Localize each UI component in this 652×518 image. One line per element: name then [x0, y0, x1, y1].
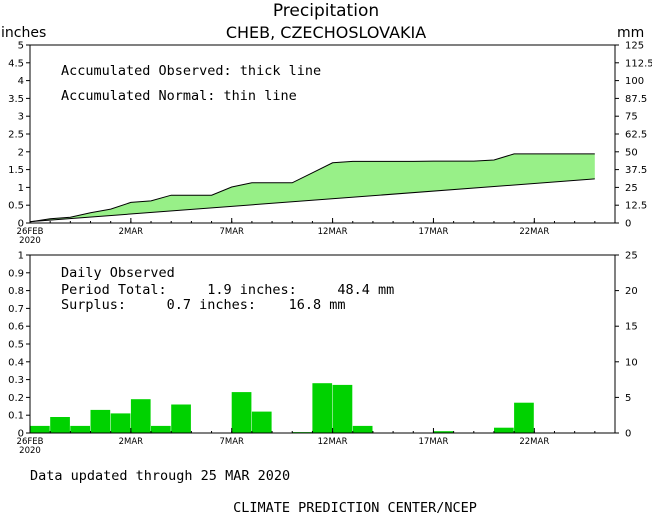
- y-tick-label-right: 37.5: [625, 165, 647, 176]
- y-tick-label-right: 20: [625, 286, 638, 297]
- x-tick-label: 17MAR: [419, 437, 449, 447]
- right-unit-label: mm: [617, 25, 644, 41]
- y-tick-label-left: 0.4: [8, 357, 24, 368]
- chart-title: Precipitation: [273, 1, 379, 21]
- y-tick-label-right: 12.5: [625, 201, 647, 212]
- y-tick-label-right: 0: [625, 219, 631, 230]
- surplus: Surplus: 0.7 inches: 16.8 mm: [61, 297, 345, 313]
- y-tick-label-right: 5: [625, 393, 631, 404]
- daily-bar: [90, 409, 111, 433]
- period-total: Period Total: 1.9 inches: 48.4 mm: [61, 282, 394, 298]
- y-tick-label-left: 4: [18, 76, 24, 87]
- y-tick-label-left: 3: [18, 112, 24, 123]
- y-tick-label-left: 0.6: [8, 322, 24, 333]
- x-tick-label: 17MAR: [419, 227, 449, 237]
- y-tick-label-left: 1: [18, 251, 24, 262]
- daily-bar: [30, 425, 50, 433]
- y-tick-label-left: 5: [18, 41, 24, 52]
- daily-panel: 00.10.20.30.40.50.60.70.80.9105101520252…: [8, 251, 638, 457]
- daily-bar-layer: [30, 383, 534, 433]
- accumulated-area-layer: [30, 153, 595, 222]
- y-tick-label-right: 15: [625, 322, 638, 333]
- x-tick-year: 2020: [19, 446, 41, 456]
- chart-subtitle: CHEB, CZECHOSLOVAKIA: [226, 23, 426, 42]
- daily-bar: [50, 417, 70, 433]
- y-tick-label-left: 1.5: [8, 165, 24, 176]
- daily-bar: [130, 399, 151, 433]
- y-tick-label-right: 10: [625, 357, 638, 368]
- y-tick-label-right: 25: [625, 251, 638, 262]
- daily-bar: [231, 392, 252, 433]
- y-tick-label-left: 0.9: [8, 268, 24, 279]
- observed-vs-normal-area: [30, 153, 595, 222]
- y-tick-label-left: 0.3: [8, 375, 24, 386]
- footer-credit: CLIMATE PREDICTION CENTER/NCEP: [233, 500, 477, 516]
- daily-bar: [352, 425, 373, 433]
- daily-bar: [433, 431, 454, 433]
- x-tick-label: 7MAR: [219, 437, 244, 447]
- y-tick-label-left: 2: [18, 147, 24, 158]
- daily-heading: Daily Observed: [61, 265, 175, 281]
- x-tick-label: 26FEB: [17, 437, 44, 447]
- y-tick-label-right: 50: [625, 147, 638, 158]
- y-tick-label-right: 112.5: [625, 58, 652, 69]
- daily-bar: [332, 384, 353, 433]
- bottom-axes: 00.10.20.30.40.50.60.70.80.9105101520252…: [8, 251, 638, 457]
- y-tick-label-right: 25: [625, 183, 638, 194]
- left-unit-label: inches: [1, 25, 46, 41]
- daily-bar: [251, 411, 272, 433]
- legend-normal: Accumulated Normal: thin line: [61, 88, 297, 104]
- data-updated: Data updated through 25 MAR 2020: [30, 468, 290, 484]
- y-tick-label-left: 0.7: [8, 304, 24, 315]
- x-tick-label: 2MAR: [119, 437, 144, 447]
- x-tick-year: 2020: [19, 236, 41, 246]
- y-tick-label-right: 125: [625, 41, 644, 52]
- x-tick-label: 22MAR: [519, 437, 549, 447]
- y-tick-label-right: 87.5: [625, 94, 647, 105]
- accumulated-panel: 00.511.522.533.544.55012.52537.55062.575…: [8, 41, 652, 247]
- y-tick-label-left: 4.5: [8, 58, 24, 69]
- top-axes: 00.511.522.533.544.55012.52537.55062.575…: [8, 41, 652, 247]
- y-tick-label-left: 0.2: [8, 393, 24, 404]
- y-tick-label-right: 100: [625, 76, 644, 87]
- daily-bar: [151, 425, 171, 433]
- y-tick-label-left: 3.5: [8, 94, 24, 105]
- series-line-accumulated-observed: [29, 153, 595, 223]
- daily-bar: [312, 383, 333, 433]
- legend-observed: Accumulated Observed: thick line: [61, 63, 321, 79]
- x-tick-label: 26FEB: [17, 227, 44, 237]
- x-tick-label: 22MAR: [519, 227, 549, 237]
- daily-bar: [70, 425, 90, 433]
- y-tick-label-right: 75: [625, 112, 638, 123]
- y-tick-label-left: 0.5: [8, 340, 24, 351]
- y-tick-label-left: 1: [18, 183, 24, 194]
- x-tick-label: 12MAR: [318, 227, 348, 237]
- y-tick-label-left: 0.8: [8, 286, 24, 297]
- daily-bar: [494, 427, 514, 433]
- y-tick-label-left: 0.5: [8, 201, 24, 212]
- y-tick-label-right: 0: [625, 429, 631, 440]
- y-tick-label-left: 0: [18, 219, 24, 230]
- series-line-accumulated-normal: [29, 178, 595, 223]
- y-tick-label-left: 2.5: [8, 130, 24, 141]
- x-tick-label: 7MAR: [219, 227, 244, 237]
- x-tick-label: 12MAR: [318, 437, 348, 447]
- daily-bar: [110, 413, 131, 433]
- y-tick-label-left: 0.1: [8, 411, 24, 422]
- daily-bar: [514, 402, 534, 433]
- y-tick-label-right: 62.5: [625, 130, 647, 141]
- y-tick-label-left: 0: [18, 429, 24, 440]
- accumulated-line-layer: [29, 153, 595, 223]
- x-tick-label: 2MAR: [119, 227, 144, 237]
- daily-bar: [171, 404, 191, 433]
